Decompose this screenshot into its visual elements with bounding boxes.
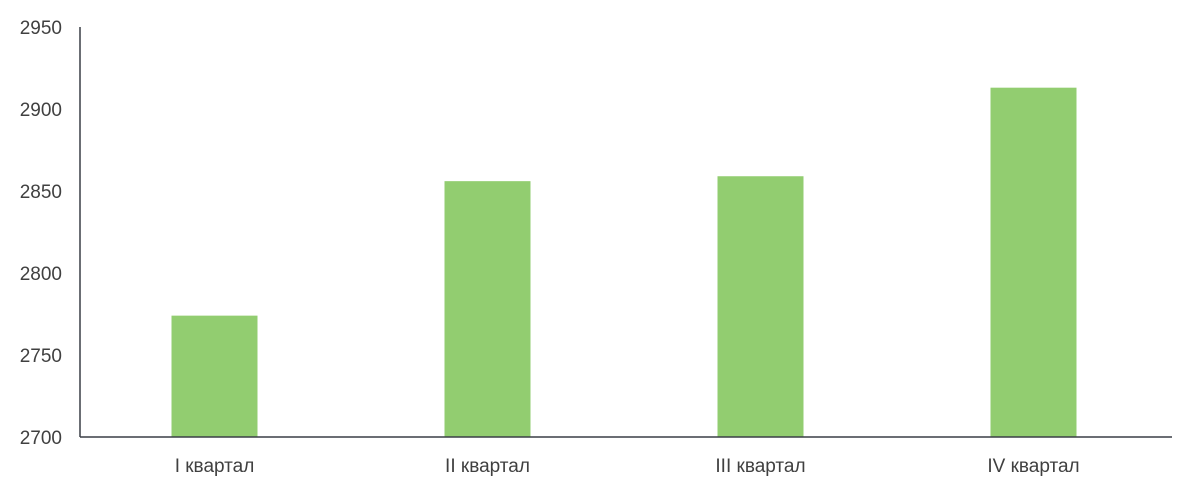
x-axis-labels: I квартал II квартал III квартал IV квартал xyxy=(175,456,1080,477)
axes-group xyxy=(79,27,1172,438)
y-tick-label: 2900 xyxy=(20,100,62,121)
x-tick-label: IV квартал xyxy=(987,456,1079,477)
bar xyxy=(171,315,258,437)
bar xyxy=(444,181,531,437)
bar xyxy=(990,87,1077,438)
y-tick-label: 2750 xyxy=(20,346,62,367)
y-tick-label: 2700 xyxy=(20,428,62,449)
y-axis-ticks: 2700 2750 2800 2850 2900 2950 xyxy=(20,18,62,449)
y-tick-label: 2800 xyxy=(20,264,62,285)
bar xyxy=(717,176,804,438)
y-tick-label: 2950 xyxy=(20,18,62,39)
y-tick-label: 2850 xyxy=(20,182,62,203)
x-tick-label: II квартал xyxy=(445,456,530,477)
x-tick-label: I квартал xyxy=(175,456,255,477)
bars-group xyxy=(171,87,1077,438)
x-tick-label: III квартал xyxy=(715,456,805,477)
